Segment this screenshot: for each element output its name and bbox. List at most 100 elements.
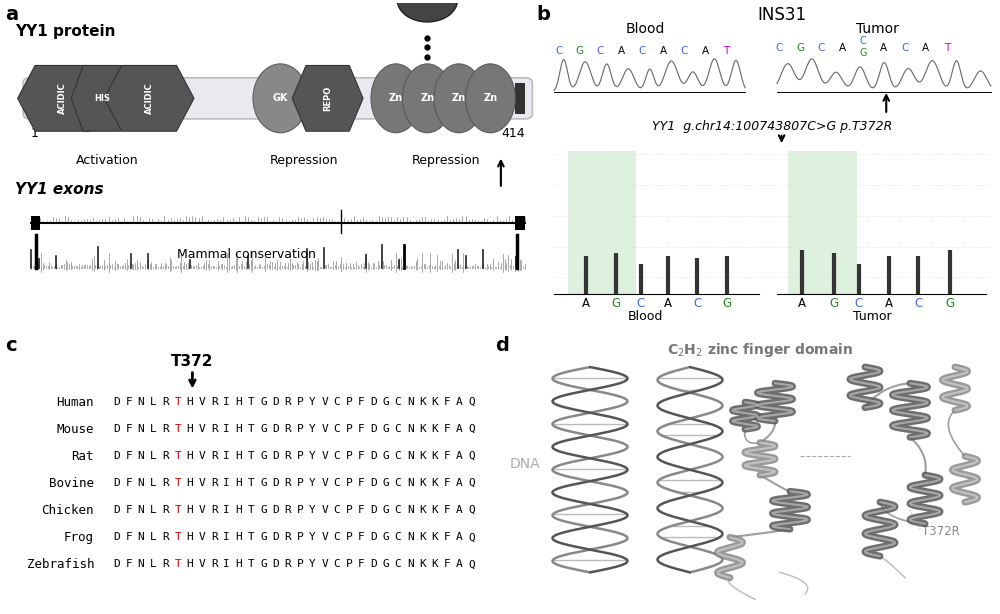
Text: C: C: [334, 505, 340, 515]
Bar: [31, 216, 40, 230]
Text: Activation: Activation: [76, 154, 138, 167]
Text: Y: Y: [309, 478, 316, 488]
Text: K: K: [431, 505, 438, 515]
Text: I: I: [223, 424, 230, 434]
Text: Y: Y: [309, 559, 316, 569]
Text: F: F: [125, 424, 132, 434]
Text: T372R: T372R: [410, 0, 445, 5]
Text: V: V: [321, 532, 328, 542]
Text: A: A: [456, 532, 463, 542]
Text: c: c: [5, 336, 17, 355]
Text: T: T: [174, 451, 181, 461]
Text: H: H: [236, 505, 242, 515]
Text: INS31: INS31: [757, 6, 806, 25]
Text: F: F: [358, 424, 365, 434]
Text: K: K: [419, 559, 426, 569]
Text: YY1 protein: YY1 protein: [15, 25, 116, 39]
Text: C: C: [555, 46, 562, 56]
Text: R: R: [285, 478, 291, 488]
Text: Bovine: Bovine: [49, 476, 94, 490]
Text: F: F: [125, 532, 132, 542]
Text: D: D: [370, 451, 377, 461]
Text: G: G: [722, 297, 732, 310]
Text: Repression: Repression: [412, 154, 480, 167]
Text: b: b: [536, 5, 550, 24]
Text: D: D: [113, 451, 120, 461]
Text: C: C: [681, 46, 688, 56]
Text: T: T: [174, 559, 181, 569]
Text: K: K: [431, 424, 438, 434]
Text: N: N: [407, 451, 414, 461]
Text: H: H: [236, 559, 242, 569]
Text: L: L: [150, 397, 157, 407]
Text: C: C: [334, 424, 340, 434]
Text: P: P: [297, 505, 304, 515]
Ellipse shape: [371, 64, 421, 133]
Text: G: G: [382, 559, 389, 569]
Text: K: K: [431, 559, 438, 569]
Text: R: R: [162, 478, 169, 488]
Text: D: D: [272, 451, 279, 461]
Text: G: G: [382, 478, 389, 488]
Text: R: R: [285, 451, 291, 461]
Text: F: F: [444, 505, 450, 515]
Text: I: I: [223, 532, 230, 542]
Text: K: K: [431, 478, 438, 488]
Text: C: C: [395, 505, 401, 515]
Text: K: K: [419, 424, 426, 434]
Polygon shape: [71, 66, 133, 131]
Text: N: N: [138, 505, 144, 515]
Text: G: G: [260, 451, 267, 461]
Text: C: C: [395, 478, 401, 488]
Text: L: L: [150, 559, 157, 569]
Text: H: H: [236, 451, 242, 461]
Text: Y: Y: [309, 397, 316, 407]
Text: P: P: [346, 451, 353, 461]
Text: D: D: [113, 478, 120, 488]
Text: Human: Human: [56, 395, 94, 409]
Text: Zn: Zn: [420, 93, 434, 103]
Text: F: F: [358, 559, 365, 569]
Text: I: I: [223, 397, 230, 407]
Text: A: A: [456, 424, 463, 434]
Bar: [31, 83, 40, 114]
Text: C: C: [639, 46, 646, 56]
Text: R: R: [285, 424, 291, 434]
Text: Zn: Zn: [452, 93, 466, 103]
Text: D: D: [113, 559, 120, 569]
Text: Chicken: Chicken: [42, 503, 94, 517]
Text: Rat: Rat: [72, 449, 94, 463]
Text: K: K: [419, 397, 426, 407]
Text: C: C: [334, 451, 340, 461]
Polygon shape: [18, 66, 107, 131]
Text: T: T: [174, 532, 181, 542]
Text: P: P: [346, 478, 353, 488]
Text: F: F: [444, 532, 450, 542]
Text: D: D: [272, 397, 279, 407]
Text: C: C: [334, 532, 340, 542]
Text: F: F: [125, 451, 132, 461]
Text: G: G: [611, 297, 620, 310]
Text: A: A: [660, 46, 667, 56]
Text: ACIDIC: ACIDIC: [145, 82, 154, 114]
Text: R: R: [211, 559, 218, 569]
Text: R: R: [211, 424, 218, 434]
Text: Frog: Frog: [64, 530, 94, 544]
Text: 414: 414: [501, 127, 524, 140]
Text: D: D: [370, 478, 377, 488]
Text: REPO: REPO: [323, 86, 332, 111]
Text: A: A: [880, 43, 888, 53]
Text: P: P: [297, 451, 304, 461]
Text: A: A: [702, 46, 709, 56]
Text: D: D: [113, 397, 120, 407]
Text: R: R: [162, 451, 169, 461]
Text: Zn: Zn: [483, 93, 497, 103]
Text: T: T: [248, 397, 255, 407]
Text: Zn: Zn: [389, 93, 403, 103]
Text: N: N: [138, 451, 144, 461]
Text: T: T: [174, 424, 181, 434]
Text: I: I: [223, 451, 230, 461]
Text: Y: Y: [309, 451, 316, 461]
Text: G: G: [829, 297, 838, 310]
Text: Mammal conservation: Mammal conservation: [177, 248, 316, 261]
